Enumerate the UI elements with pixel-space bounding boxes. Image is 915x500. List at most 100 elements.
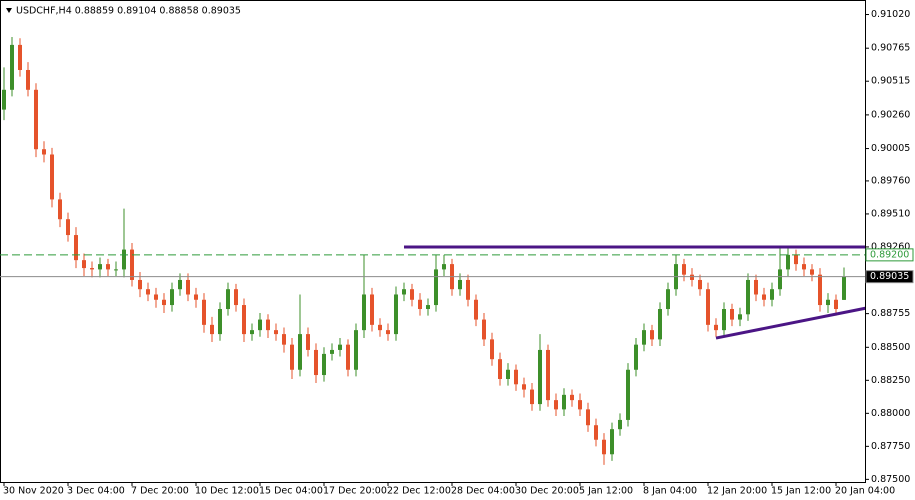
candle-body bbox=[842, 276, 846, 300]
plot-frame bbox=[0, 0, 866, 483]
candle-body bbox=[258, 319, 262, 331]
candle-body bbox=[346, 344, 350, 370]
candle-body bbox=[722, 309, 726, 331]
candle-body bbox=[570, 394, 574, 401]
candle-body bbox=[354, 330, 358, 370]
candle-body bbox=[98, 264, 102, 270]
candle-body bbox=[74, 235, 78, 261]
candle-body bbox=[130, 249, 134, 280]
y-tick-label: 0.88755 bbox=[871, 308, 910, 319]
candle-body bbox=[482, 319, 486, 340]
candle-body bbox=[90, 268, 94, 270]
x-tick-label: 3 Dec 04:00 bbox=[67, 486, 125, 497]
candle-body bbox=[434, 269, 438, 306]
candle-body bbox=[186, 279, 190, 295]
price-level-label: 0.89200 bbox=[870, 249, 909, 260]
candle-body bbox=[554, 400, 558, 410]
candle-body bbox=[610, 429, 614, 455]
candle-body bbox=[834, 299, 838, 310]
y-tick-label: 0.89760 bbox=[871, 175, 910, 186]
candle-body bbox=[226, 289, 230, 310]
candle-body bbox=[282, 334, 286, 345]
x-tick-label: 8 Jan 04:00 bbox=[643, 486, 697, 497]
candle-body bbox=[658, 309, 662, 340]
candle-body bbox=[250, 330, 254, 335]
candle-body bbox=[154, 294, 158, 300]
x-tick-label: 7 Dec 20:00 bbox=[131, 486, 189, 497]
menu-arrow bbox=[6, 8, 12, 13]
candle-body bbox=[642, 330, 646, 345]
candle-body bbox=[386, 330, 390, 335]
candle-body bbox=[362, 294, 366, 331]
x-tick-label: 12 Jan 20:00 bbox=[707, 486, 767, 497]
candle-body bbox=[498, 359, 502, 379]
candle-body bbox=[514, 369, 518, 385]
candle-body bbox=[746, 279, 750, 315]
candle-body bbox=[106, 264, 110, 270]
candle-body bbox=[218, 309, 222, 335]
candle-body bbox=[594, 425, 598, 440]
candle-body bbox=[42, 149, 46, 155]
candle-body bbox=[530, 389, 534, 405]
candle-body bbox=[66, 219, 70, 236]
candle-body bbox=[330, 349, 334, 354]
candle-body bbox=[738, 314, 742, 320]
candle-body bbox=[114, 269, 118, 271]
y-tick-label: 0.88500 bbox=[871, 342, 910, 353]
candle-body bbox=[82, 260, 86, 269]
candle-body bbox=[58, 199, 62, 220]
candle-body bbox=[650, 330, 654, 340]
price-level-box bbox=[865, 270, 914, 284]
y-tick-label: 0.87750 bbox=[871, 441, 910, 452]
candle-body bbox=[586, 409, 590, 426]
y-tick-label: 0.88250 bbox=[871, 375, 910, 386]
trendline bbox=[715, 306, 865, 340]
candle-body bbox=[490, 339, 494, 360]
candle-body bbox=[786, 254, 790, 270]
candle-body bbox=[546, 349, 550, 401]
candle-body bbox=[290, 344, 294, 370]
candle-body bbox=[402, 289, 406, 295]
candle-body bbox=[234, 289, 238, 306]
candle-body bbox=[242, 305, 246, 335]
y-tick-label: 0.90515 bbox=[871, 76, 910, 87]
candle-body bbox=[682, 264, 686, 275]
candle-body bbox=[410, 289, 414, 300]
candle-body bbox=[202, 299, 206, 325]
candle-body bbox=[698, 279, 702, 290]
candle-body bbox=[810, 269, 814, 275]
candle-body bbox=[18, 44, 22, 70]
x-tick-label: 28 Dec 04:00 bbox=[451, 486, 515, 497]
candle-body bbox=[50, 154, 54, 200]
candle-body bbox=[618, 419, 622, 430]
candle-body bbox=[338, 344, 342, 350]
candle-body bbox=[394, 294, 398, 335]
candle-body bbox=[474, 299, 478, 320]
candle-body bbox=[298, 334, 302, 370]
candle-body bbox=[378, 324, 382, 331]
candle-body bbox=[426, 305, 430, 310]
candle-body bbox=[634, 344, 638, 370]
candle-body bbox=[122, 249, 126, 270]
candle-body bbox=[2, 89, 6, 110]
y-tick-label: 0.87500 bbox=[871, 474, 910, 485]
y-tick-label: 0.90260 bbox=[871, 109, 910, 120]
candle-body bbox=[562, 394, 566, 410]
candle-body bbox=[210, 324, 214, 335]
candle-body bbox=[794, 254, 798, 265]
candle-body bbox=[34, 89, 38, 150]
candle-body bbox=[146, 289, 150, 295]
candle-body bbox=[602, 439, 606, 455]
y-tick-label: 0.89510 bbox=[871, 208, 910, 219]
candle-body bbox=[418, 299, 422, 310]
candle-body bbox=[626, 369, 630, 420]
candle-body bbox=[458, 279, 462, 290]
y-tick-label: 0.88000 bbox=[871, 408, 910, 419]
x-tick-label: 15 Jan 12:00 bbox=[771, 486, 831, 497]
candle-body bbox=[578, 400, 582, 410]
candle-body bbox=[442, 264, 446, 270]
candle-body bbox=[522, 384, 526, 390]
candle-body bbox=[10, 44, 14, 90]
y-tick-label: 0.90005 bbox=[871, 143, 910, 154]
